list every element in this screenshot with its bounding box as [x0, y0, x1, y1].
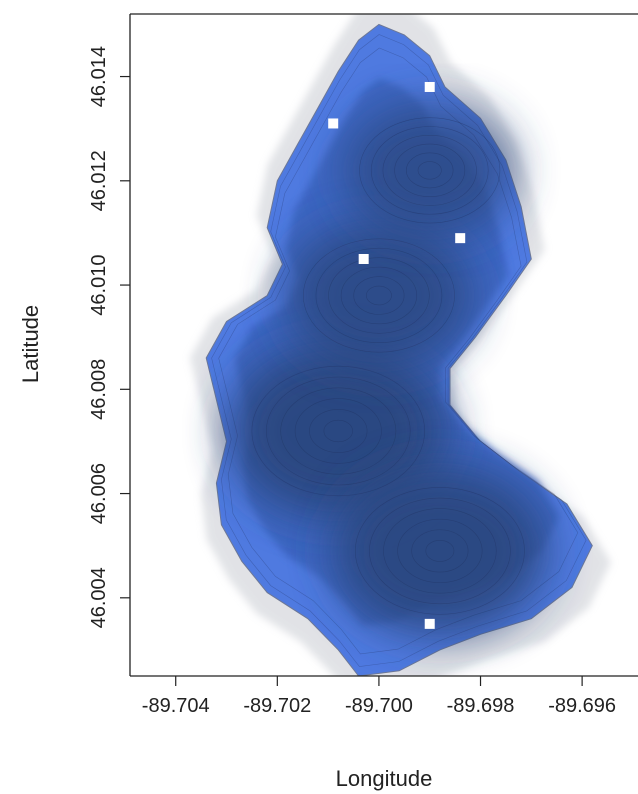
depth-contour: [383, 508, 497, 594]
depth-peaks: [228, 103, 548, 636]
point-marker: [328, 118, 339, 129]
depth-contour: [370, 126, 489, 215]
depth-contour: [294, 398, 382, 464]
depth-peak: [228, 344, 449, 519]
point-markers: [328, 81, 466, 629]
y-axis-label: Latitude: [18, 305, 43, 383]
depth-contour: [340, 266, 418, 325]
plot-area: [190, 14, 611, 676]
depth-contour: [411, 529, 469, 573]
depth-contour: [366, 285, 392, 306]
x-tick-label: -89.704: [142, 695, 210, 717]
x-tick-label: -89.698: [447, 695, 515, 717]
depth-contour: [417, 161, 442, 180]
y-tick-label: 46.004: [88, 567, 110, 628]
depth-contour: [315, 247, 443, 344]
x-axis-label: Longitude: [336, 766, 433, 791]
y-tick-label: 46.006: [88, 463, 110, 524]
depth-contour: [309, 409, 368, 453]
depth-contour: [354, 487, 525, 615]
depth-contour: [251, 365, 425, 497]
point-marker: [424, 81, 435, 92]
depth-contour: [280, 387, 397, 475]
depth-peak: [344, 103, 515, 238]
y-tick-label: 46.012: [88, 150, 110, 211]
depth-contour: [303, 238, 455, 353]
y-tick-label: 46.014: [88, 46, 110, 107]
x-tick-label: -89.696: [548, 695, 616, 717]
y-tick-label: 46.008: [88, 359, 110, 420]
depth-contour: [397, 518, 483, 583]
depth-contour: [382, 134, 477, 206]
point-marker: [455, 233, 466, 244]
depth-contour: [369, 497, 511, 605]
depth-contour: [359, 117, 501, 224]
x-axis-ticks: -89.704 -89.702 -89.700 -89.698 -89.696: [142, 676, 616, 717]
depth-contour: [406, 152, 454, 189]
y-tick-label: 46.010: [88, 255, 110, 316]
point-marker: [424, 618, 435, 629]
x-tick-label: -89.702: [243, 695, 311, 717]
plot-frame: [129, 13, 638, 677]
depth-contour: [218, 47, 579, 655]
depth-contour: [265, 376, 411, 486]
depth-contour: [323, 419, 353, 443]
depth-contours: [211, 34, 587, 667]
point-marker: [358, 253, 369, 264]
y-axis-ticks: 46.004 46.006 46.008 46.010 46.012 46.014: [88, 46, 130, 628]
depth-contour: [425, 540, 455, 562]
depth-contour: [211, 34, 587, 667]
depth-peak: [332, 466, 548, 636]
depth-contour: [328, 257, 430, 334]
x-tick-label: -89.700: [345, 695, 413, 717]
depth-peak: [285, 221, 473, 369]
depth-contour: [394, 143, 466, 198]
depth-contour: [353, 276, 405, 315]
